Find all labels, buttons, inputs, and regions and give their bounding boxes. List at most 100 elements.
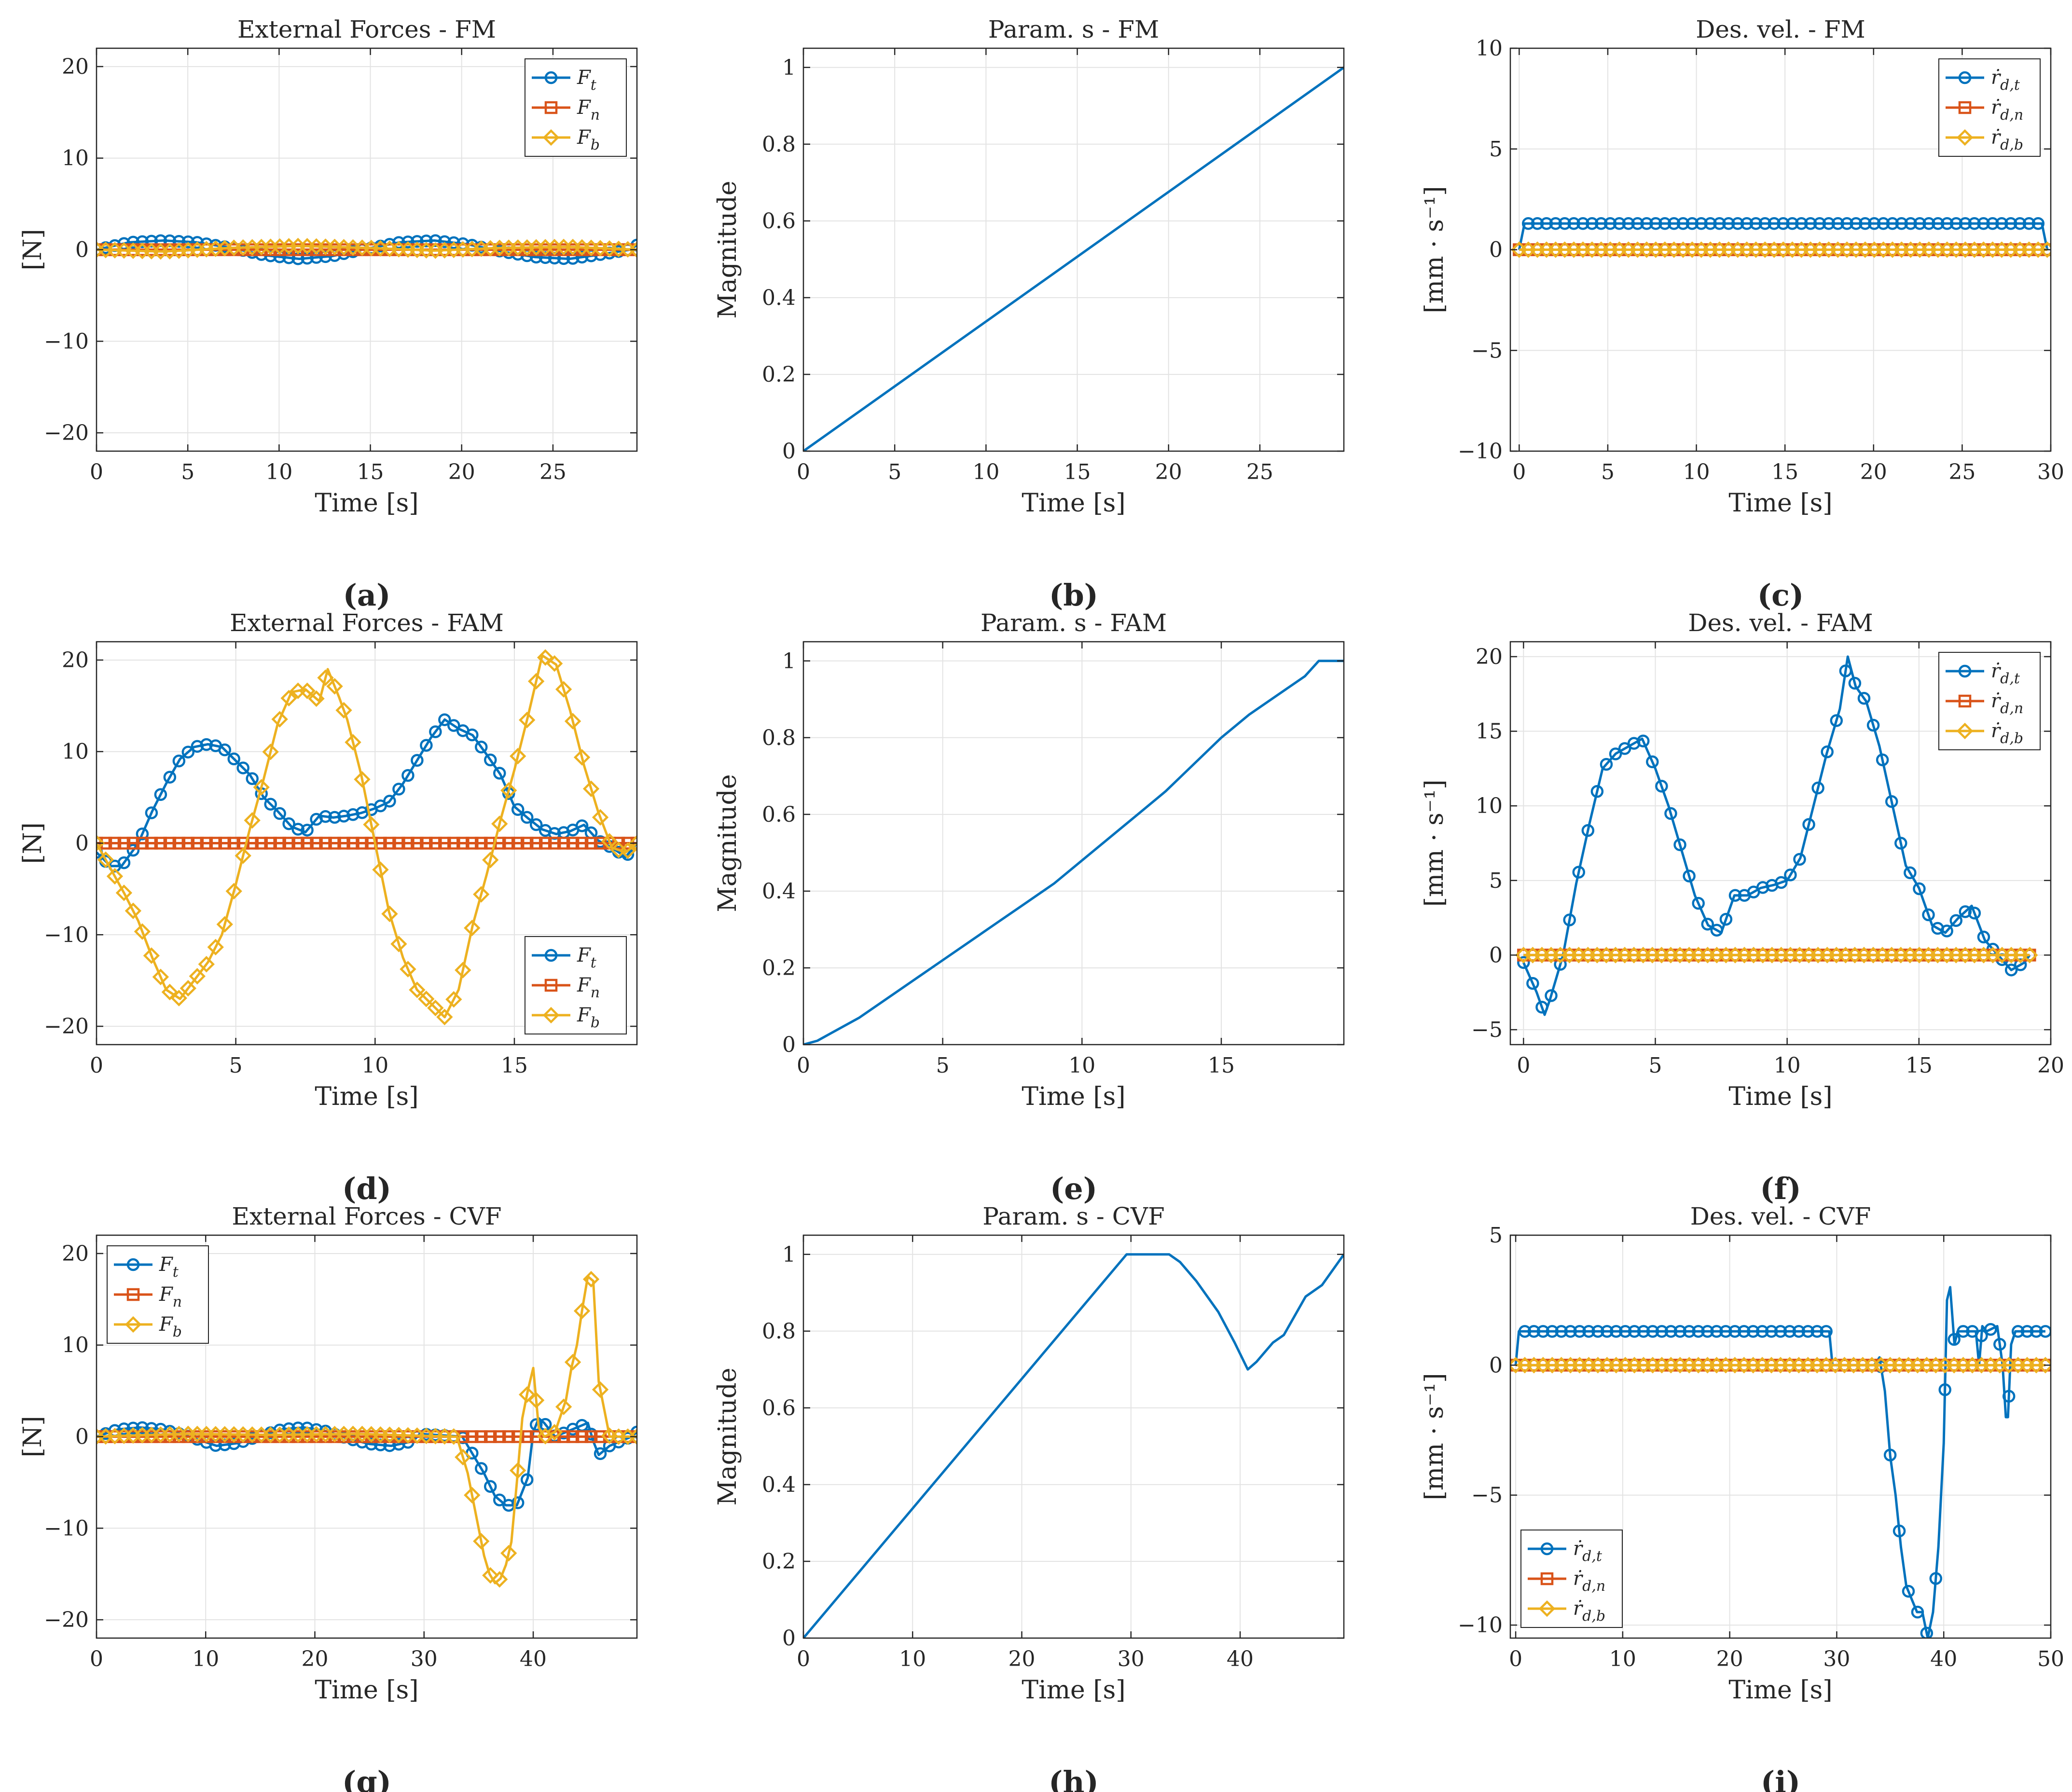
data-marker	[1813, 217, 1826, 230]
data-marker	[161, 983, 179, 1001]
series-group	[97, 1271, 637, 1588]
data-marker	[619, 842, 636, 859]
panel-caption: (g)	[342, 1764, 391, 1792]
data-marker	[273, 807, 286, 820]
panel-caption: (f)	[1760, 1171, 1801, 1206]
x-tick-label: 10	[192, 1647, 219, 1671]
y-tick-label: 10	[1476, 794, 1503, 818]
data-marker	[136, 827, 149, 841]
data-marker	[601, 833, 618, 850]
data-marker	[143, 947, 160, 964]
data-marker	[520, 811, 534, 824]
x-tick-label: 50	[2037, 1647, 2064, 1671]
y-axis-label: Magnitude	[713, 774, 742, 912]
data-marker	[345, 734, 361, 751]
x-tick-label: 0	[90, 460, 103, 484]
x-tick-label: 0	[90, 1647, 103, 1671]
data-marker	[180, 980, 197, 997]
data-marker	[1731, 217, 1744, 230]
x-axis-label: Time [s]	[1728, 1082, 1832, 1111]
data-marker	[354, 771, 371, 788]
chart-title: Param. s - FM	[988, 15, 1159, 43]
legend-marker	[1540, 1542, 1554, 1556]
data-marker	[172, 837, 186, 850]
data-marker	[445, 1428, 462, 1445]
data-marker	[519, 712, 536, 729]
data-marker	[429, 725, 442, 738]
data-marker	[1740, 217, 1754, 230]
data-marker	[198, 956, 215, 973]
data-marker	[491, 1571, 508, 1588]
data-marker	[1540, 217, 1553, 230]
data-marker	[374, 1438, 387, 1451]
data-marker	[134, 923, 151, 940]
data-marker	[1802, 818, 1815, 831]
x-tick-label: 5	[229, 1053, 243, 1078]
legend-label: ṙd,n	[1573, 1568, 1605, 1595]
x-tick-label: 25	[1948, 460, 1975, 484]
y-tick-label: 0	[1489, 1353, 1503, 1378]
data-marker	[207, 938, 224, 956]
plot-area	[803, 1235, 1344, 1638]
data-marker	[145, 234, 158, 248]
series-line-data	[803, 66, 1344, 451]
data-marker	[2030, 1325, 2043, 1338]
data-marker	[1968, 907, 1981, 920]
series-group	[1510, 1286, 2051, 1638]
x-tick-label: 0	[797, 1647, 810, 1671]
chart-panel-a: 0 5 10 15 20 25 −20 −10 0 10 20 External Forces - F…	[18, 15, 638, 613]
data-marker	[1719, 912, 1733, 926]
data-marker	[1859, 217, 1872, 230]
data-marker	[1658, 217, 1671, 230]
y-tick-label: 0	[782, 1626, 796, 1651]
data-marker	[136, 837, 149, 850]
legend-marker	[542, 1006, 560, 1024]
y-tick-label: −10	[44, 923, 89, 947]
y-tick-label: 5	[1489, 137, 1503, 162]
data-marker	[326, 678, 343, 695]
data-marker	[1572, 866, 1586, 879]
data-marker	[372, 861, 389, 878]
data-marker	[466, 837, 479, 850]
data-marker	[145, 806, 158, 819]
data-marker	[126, 843, 140, 857]
data-marker	[172, 754, 186, 768]
x-axis-label: Time [s]	[315, 489, 418, 518]
data-marker	[1640, 217, 1653, 230]
axes-box	[802, 47, 1345, 452]
data-marker	[1710, 924, 1724, 937]
data-marker	[1535, 1001, 1548, 1014]
data-marker	[575, 250, 589, 264]
data-marker	[529, 837, 543, 850]
x-tick-label: 10	[899, 1647, 926, 1671]
data-marker	[447, 837, 460, 850]
x-tick-label: 0	[90, 1053, 103, 1078]
data-marker	[493, 1430, 506, 1443]
x-tick-label: 25	[1246, 460, 1273, 484]
data-marker	[1685, 217, 1699, 230]
chart-title: Des. vel. - FM	[1696, 15, 1865, 43]
data-marker	[2004, 217, 2017, 230]
data-marker	[418, 991, 435, 1007]
legend-label: ṙd,t	[1573, 1538, 1602, 1565]
chart-panel-f: 0 5 10 15 20 −5 0 5 10 15 20 Des. vel. - FAM Time [s…	[1420, 609, 2064, 1206]
data-marker	[282, 817, 295, 830]
x-tick-label: 15	[1906, 1053, 1933, 1078]
legend: ṙd,tṙd,nṙd,b	[1938, 58, 2041, 157]
data-marker	[456, 837, 470, 850]
y-tick-label: 0.2	[762, 956, 796, 980]
data-marker	[264, 837, 277, 850]
data-marker	[1683, 1325, 1696, 1338]
data-marker	[1840, 217, 1853, 230]
data-marker	[145, 837, 158, 850]
legend-marker	[1958, 71, 1972, 84]
data-marker	[401, 235, 414, 248]
data-marker	[1576, 217, 1589, 230]
x-tick-label: 40	[1930, 1647, 1957, 1671]
data-marker	[1738, 1325, 1751, 1338]
y-tick-label: −5	[1471, 1018, 1503, 1042]
panel-caption: (h)	[1049, 1764, 1099, 1792]
data-marker	[115, 884, 133, 901]
data-marker	[200, 738, 213, 751]
